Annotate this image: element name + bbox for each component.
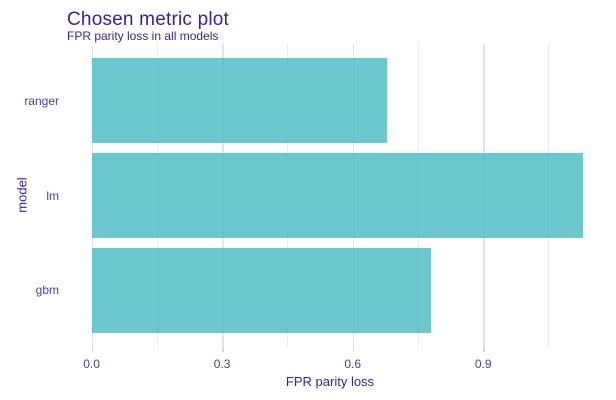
x-tick-label: 0.6 <box>344 357 361 371</box>
bar-lm <box>91 152 584 239</box>
x-tick-label: 0.3 <box>213 357 231 371</box>
plot-panel <box>67 44 607 347</box>
chart-title: Chosen metric plot <box>67 9 230 30</box>
x-tick-mark <box>352 347 355 352</box>
bar-gbm <box>91 247 431 333</box>
chart-subtitle: FPR parity loss in all models <box>67 29 219 43</box>
y-axis-title: model <box>14 177 30 213</box>
y-tick-label-gbm: gbm <box>35 283 59 298</box>
y-tick-label-ranger: ranger <box>24 93 59 108</box>
bar-ranger <box>91 58 388 144</box>
x-tick-label: 0.0 <box>83 357 100 371</box>
x-tick-mark <box>483 347 485 352</box>
x-tick-mark <box>91 347 93 352</box>
x-tick-label: 0.9 <box>474 357 492 371</box>
x-tick-mark <box>222 347 224 352</box>
x-axis-title: FPR parity loss <box>285 374 375 389</box>
y-tick-label-lm: lm <box>46 188 59 203</box>
